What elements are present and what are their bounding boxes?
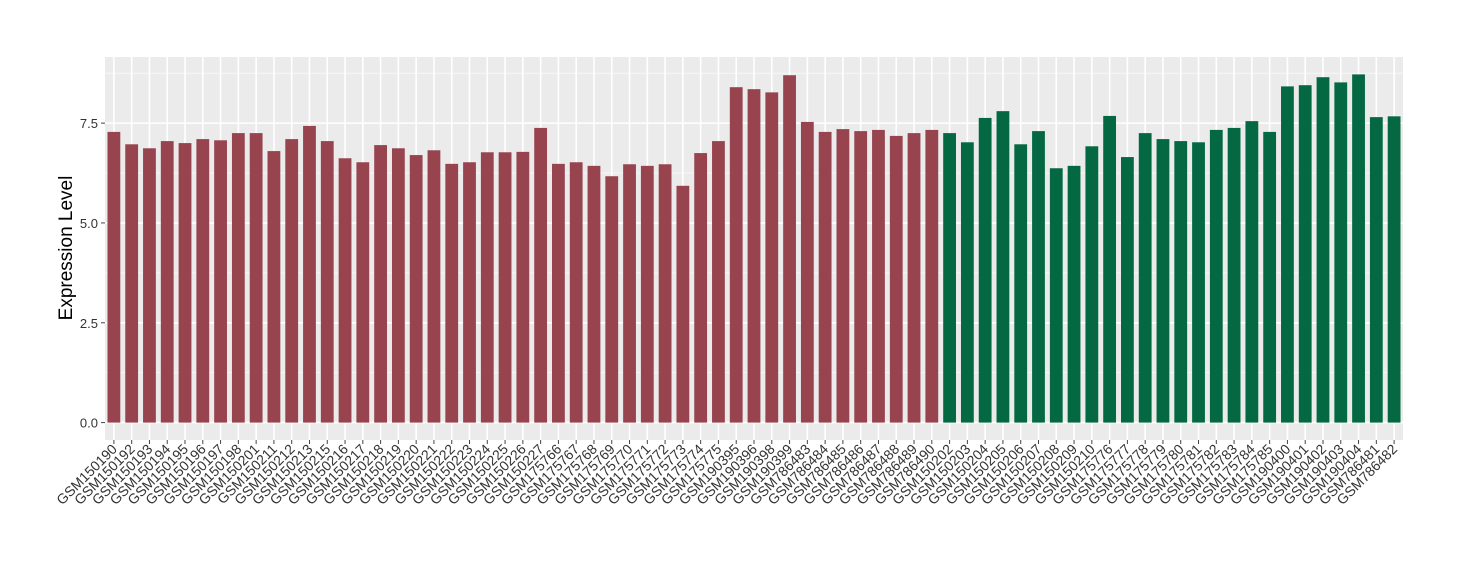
bar xyxy=(658,164,672,423)
bar xyxy=(480,152,494,423)
bar xyxy=(1192,142,1205,423)
bar xyxy=(747,89,761,423)
bar xyxy=(125,144,139,423)
bar xyxy=(605,176,619,423)
bar xyxy=(1298,85,1312,423)
bar xyxy=(1049,168,1063,423)
y-tick-label: 2.5 xyxy=(80,316,98,331)
bar xyxy=(765,92,779,423)
bar xyxy=(1085,146,1099,423)
bar xyxy=(143,148,156,423)
bar xyxy=(1032,131,1045,423)
bar xyxy=(569,162,583,423)
bar xyxy=(694,153,708,423)
bar xyxy=(1227,127,1241,423)
bar xyxy=(978,117,992,423)
bar xyxy=(267,151,281,423)
bar xyxy=(712,141,725,423)
bar xyxy=(854,131,868,423)
bar xyxy=(552,163,565,423)
bar xyxy=(1014,144,1028,423)
bar xyxy=(1369,117,1383,423)
bar xyxy=(943,133,956,423)
bar xyxy=(409,155,423,423)
bar xyxy=(1103,115,1117,423)
bar xyxy=(907,133,921,423)
bar xyxy=(178,143,192,423)
bar xyxy=(391,148,405,423)
bar xyxy=(1281,86,1294,423)
bar xyxy=(1352,74,1365,423)
bar xyxy=(196,139,210,423)
bar xyxy=(587,165,601,423)
bar xyxy=(783,75,796,423)
bar xyxy=(1120,157,1134,423)
bar xyxy=(836,129,850,423)
bar xyxy=(1334,82,1348,423)
y-tick-label: 0.0 xyxy=(80,416,98,431)
bar xyxy=(1067,165,1081,423)
bar xyxy=(1156,139,1170,423)
bar xyxy=(925,129,939,423)
bar xyxy=(498,152,512,423)
bar xyxy=(996,111,1010,423)
bar xyxy=(463,162,476,423)
bar xyxy=(214,140,227,423)
bar xyxy=(1209,129,1223,423)
bar xyxy=(1316,77,1330,423)
bar xyxy=(676,185,690,423)
bar xyxy=(818,131,832,423)
bar xyxy=(445,163,459,423)
y-tick-label: 7.5 xyxy=(80,116,98,131)
bar xyxy=(160,141,174,423)
bar xyxy=(534,127,548,423)
bar xyxy=(249,133,263,423)
bar xyxy=(338,158,352,423)
bar xyxy=(320,141,334,423)
bar xyxy=(356,162,370,423)
bar xyxy=(374,145,388,423)
bar xyxy=(303,125,316,423)
bar xyxy=(285,139,299,423)
bar xyxy=(1138,133,1152,423)
bar xyxy=(729,87,743,423)
bar xyxy=(623,164,636,423)
bar xyxy=(960,142,974,423)
bar xyxy=(1263,131,1277,423)
y-axis-label: Expression Level xyxy=(56,176,77,321)
bar xyxy=(516,151,530,423)
bar xyxy=(640,165,654,423)
bar xyxy=(1387,116,1401,423)
bar xyxy=(800,121,814,423)
bar xyxy=(1174,141,1188,423)
bar xyxy=(872,129,885,423)
bar xyxy=(1245,121,1259,423)
y-tick-label: 5.0 xyxy=(80,216,98,231)
bar xyxy=(107,131,121,423)
bar xyxy=(889,135,903,423)
bar xyxy=(231,133,245,423)
bar xyxy=(427,150,441,423)
